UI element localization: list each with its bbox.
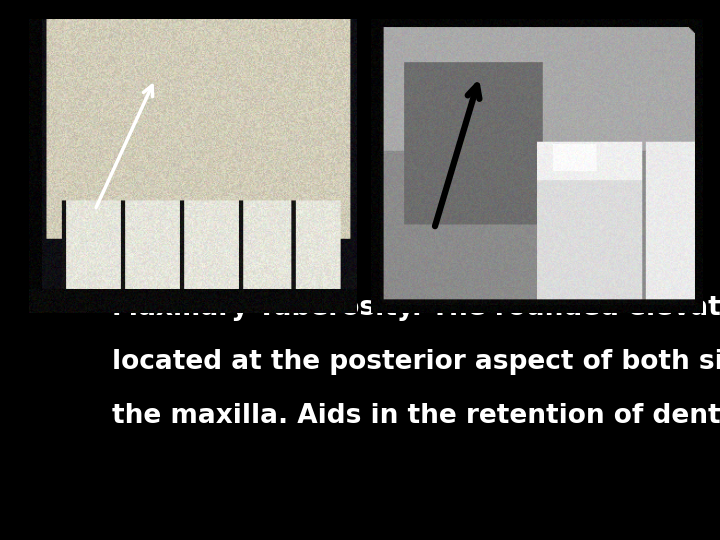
Text: Maxillary Tuberosity. The rounded elevation: Maxillary Tuberosity. The rounded elevat… bbox=[112, 294, 720, 321]
Text: the maxilla. Aids in the retention of dentures.: the maxilla. Aids in the retention of de… bbox=[112, 403, 720, 429]
Text: located at the posterior aspect of both sides of: located at the posterior aspect of both … bbox=[112, 349, 720, 375]
Text: facial view: facial view bbox=[166, 84, 285, 102]
